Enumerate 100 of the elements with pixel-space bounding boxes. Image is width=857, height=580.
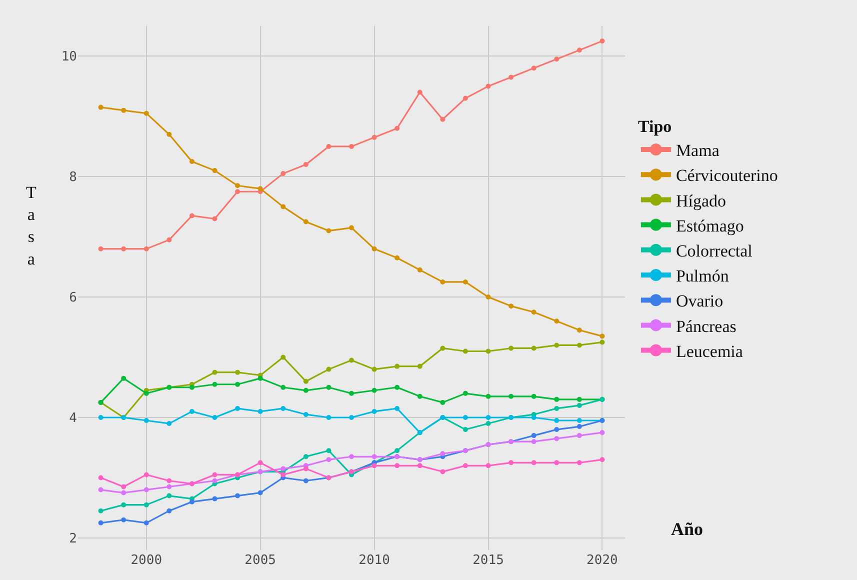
point: [462, 414, 468, 420]
point: [372, 366, 377, 372]
point: [189, 384, 194, 390]
point: [462, 427, 468, 432]
point: [144, 110, 149, 116]
point: [349, 225, 354, 230]
point: [144, 502, 149, 508]
point: [576, 48, 582, 53]
legend-label: Leucemia: [676, 342, 744, 361]
point: [554, 318, 560, 324]
point: [121, 484, 126, 490]
point: [121, 376, 126, 381]
point: [303, 478, 308, 484]
point: [235, 406, 240, 411]
point: [576, 433, 582, 438]
point: [121, 108, 126, 113]
point: [166, 484, 172, 490]
point: [326, 457, 332, 462]
point: [440, 116, 446, 122]
point: [531, 439, 536, 444]
point: [303, 454, 308, 460]
point: [326, 228, 332, 234]
x-tick-label: 2010: [358, 553, 390, 568]
point: [394, 384, 400, 390]
legend-label: Hígado: [676, 191, 726, 210]
legend-label: Mama: [676, 141, 720, 160]
point: [166, 508, 172, 514]
point: [440, 279, 446, 284]
point: [258, 460, 263, 466]
point: [189, 408, 194, 414]
point: [98, 520, 104, 526]
point: [394, 364, 400, 369]
y-axis-title: Tasa: [26, 183, 37, 268]
point: [235, 382, 240, 387]
point: [326, 144, 332, 149]
point: [531, 346, 536, 351]
point: [372, 408, 377, 414]
point: [508, 74, 514, 80]
point: [189, 159, 194, 164]
point: [508, 304, 514, 309]
y-tick-label: 4: [69, 411, 78, 426]
point: [98, 414, 104, 420]
point: [212, 168, 218, 174]
point: [576, 342, 582, 348]
y-tick-label: 8: [69, 170, 77, 186]
point: [349, 390, 354, 396]
point: [531, 310, 536, 315]
point: [144, 520, 149, 526]
point: [98, 246, 104, 252]
y-tick-label: 6: [69, 290, 77, 306]
point: [121, 517, 126, 522]
point: [212, 370, 218, 375]
point: [531, 394, 536, 399]
point: [508, 346, 514, 351]
point: [235, 183, 240, 188]
point: [326, 448, 332, 454]
point: [531, 66, 536, 71]
point: [166, 237, 172, 242]
point: [372, 454, 377, 460]
point: [144, 418, 149, 424]
x-tick-label: 2000: [130, 553, 162, 568]
legend-label: Colorrectal: [676, 242, 753, 261]
x-tick-label: 2015: [472, 553, 504, 568]
point: [600, 340, 605, 345]
point: [417, 267, 422, 272]
point: [372, 134, 377, 140]
point: [212, 472, 218, 478]
point: [280, 384, 286, 390]
legend-label: Páncreas: [676, 316, 736, 336]
point: [508, 394, 514, 399]
point: [440, 400, 446, 405]
point: [394, 463, 400, 468]
point: [144, 472, 149, 478]
y-tick-label: 10: [61, 50, 77, 65]
point: [303, 388, 308, 393]
point: [349, 414, 354, 420]
point: [258, 490, 263, 496]
point: [258, 408, 263, 414]
point: [576, 328, 582, 333]
point: [166, 478, 172, 484]
point: [166, 421, 172, 426]
point: [394, 448, 400, 454]
point: [486, 463, 491, 468]
point: [462, 463, 468, 468]
point: [372, 246, 377, 252]
point: [531, 414, 536, 420]
point: [600, 334, 605, 339]
point: [235, 493, 240, 498]
point: [212, 382, 218, 387]
point: [486, 294, 491, 300]
legend-label: Pulmón: [676, 266, 730, 286]
point: [462, 96, 468, 101]
point: [98, 475, 104, 480]
point: [372, 388, 377, 393]
point: [235, 370, 240, 375]
point: [212, 496, 218, 502]
point: [576, 402, 582, 408]
point: [98, 104, 104, 110]
point: [280, 354, 286, 360]
legend-label: Ovario: [676, 292, 724, 311]
